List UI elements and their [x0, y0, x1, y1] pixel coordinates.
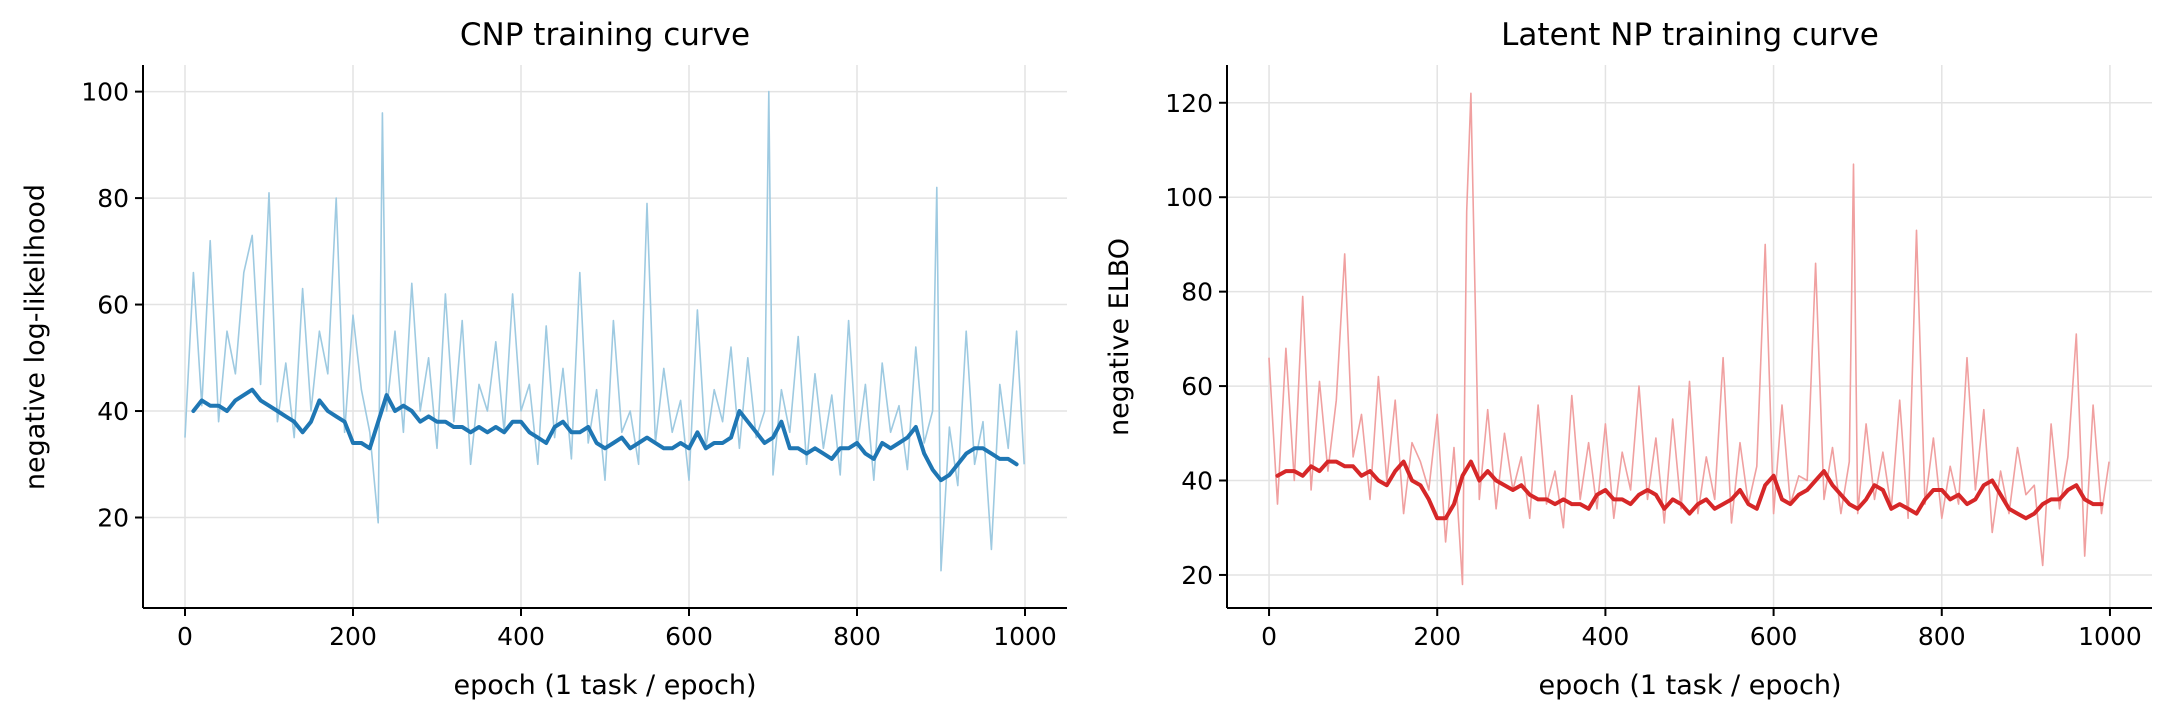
cnp-chart-title: CNP training curve: [460, 17, 750, 53]
latent-np-chart: 0 200 400 600 800 1000 20 40 60 80 100 120 Latent N…: [1104, 17, 2152, 701]
cnp-x-tick-label: 200: [329, 622, 377, 651]
cnp-smoothed-series: [191, 387, 1019, 483]
latent-np-x-tick-label: 600: [1750, 622, 1798, 651]
latent-np-smoothed-series: [1275, 459, 2104, 521]
cnp-x-axis-label: epoch (1 task / epoch): [454, 670, 757, 701]
latent-np-plot-background: [1227, 65, 2152, 608]
cnp-grid: [143, 65, 1067, 608]
cnp-y-tick-label: 20: [97, 504, 129, 533]
latent-np-x-tick-label: 0: [1261, 622, 1277, 651]
latent-np-y-tick-label: 40: [1181, 467, 1213, 496]
latent-np-y-tick-label: 20: [1181, 561, 1213, 590]
latent-np-ticks: 0 200 400 600 800 1000 20 40 60 80 100 120: [1165, 89, 2141, 651]
latent-np-x-tick-label: 1000: [2078, 622, 2142, 651]
latent-np-y-tick-label: 60: [1181, 372, 1213, 401]
cnp-x-tick-label: 400: [497, 622, 545, 651]
cnp-x-tick-label: 1000: [993, 622, 1057, 651]
latent-np-y-tick-label: 100: [1165, 183, 1213, 212]
latent-np-y-tick-label: 80: [1181, 278, 1213, 307]
latent-np-smoothed-loss-line: [1275, 459, 2104, 521]
latent-np-y-tick-label: 120: [1165, 89, 1213, 118]
cnp-smoothed-loss-line: [191, 387, 1019, 483]
latent-np-x-axis-label: epoch (1 task / epoch): [1539, 670, 1842, 701]
cnp-chart: 0 200 400 600 800 1000 20 40 60 80 100 CNP trainin…: [20, 17, 1067, 701]
cnp-x-tick-label: 0: [177, 622, 193, 651]
latent-np-x-tick-label: 200: [1413, 622, 1461, 651]
cnp-plot-background: [143, 65, 1067, 608]
cnp-y-tick-label: 60: [97, 291, 129, 320]
cnp-raw-loss-line: [184, 90, 1025, 572]
latent-np-raw-loss-line: [1268, 92, 2110, 586]
latent-np-axes: [1226, 65, 2152, 609]
cnp-y-tick-label: 40: [97, 397, 129, 426]
cnp-y-tick-label: 80: [97, 184, 129, 213]
cnp-ticks: 0 200 400 600 800 1000 20 40 60 80 100: [81, 78, 1057, 651]
cnp-x-tick-label: 800: [833, 622, 881, 651]
cnp-y-axis-label: negative log-likelihood: [20, 184, 51, 490]
latent-np-y-axis-label: negative ELBO: [1104, 238, 1135, 436]
cnp-y-tick-label: 100: [81, 78, 129, 107]
latent-np-raw-series: [1268, 92, 2110, 586]
latent-np-x-tick-label: 800: [1918, 622, 1966, 651]
cnp-raw-series: [184, 90, 1025, 572]
latent-np-chart-title: Latent NP training curve: [1501, 17, 1879, 53]
latent-np-x-tick-label: 400: [1582, 622, 1630, 651]
cnp-x-tick-label: 600: [665, 622, 713, 651]
